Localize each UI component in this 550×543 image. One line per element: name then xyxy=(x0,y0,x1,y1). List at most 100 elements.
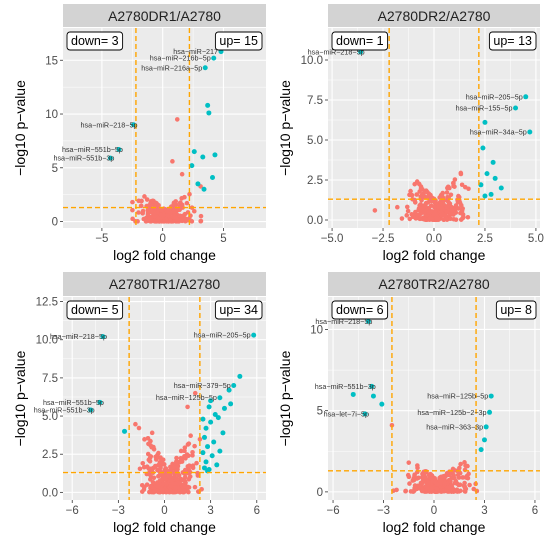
point-significant xyxy=(484,171,490,177)
point-not-significant xyxy=(372,208,378,213)
point-not-significant xyxy=(444,190,450,195)
mirna-label: hsa−miR−218−5p xyxy=(81,120,138,129)
point-not-significant xyxy=(189,219,195,224)
threshold-lines xyxy=(328,297,540,500)
up-count-box xyxy=(214,300,263,320)
point-not-significant xyxy=(174,476,179,481)
data-points xyxy=(88,332,257,495)
down-count-box xyxy=(66,300,124,320)
point-not-significant xyxy=(186,441,192,446)
point-significant-labeled xyxy=(107,155,113,161)
point-not-significant xyxy=(198,213,204,219)
point-not-significant xyxy=(183,456,188,461)
y-tick-label: 12.5 xyxy=(36,297,58,309)
point-not-significant xyxy=(432,204,437,210)
point-significant xyxy=(201,434,207,440)
point-not-significant xyxy=(150,485,155,490)
point-not-significant xyxy=(161,462,167,467)
point-not-significant xyxy=(163,466,168,472)
point-not-significant xyxy=(140,460,146,466)
point-not-significant xyxy=(445,184,451,190)
point-significant-labeled xyxy=(483,424,489,430)
point-not-significant xyxy=(156,462,161,468)
point-significant xyxy=(203,459,209,465)
grid-lines xyxy=(63,28,266,228)
point-not-significant xyxy=(180,205,185,210)
point-not-significant xyxy=(442,481,448,486)
mirna-label: hsa−miR−379−5p xyxy=(174,381,231,390)
point-not-significant xyxy=(165,208,170,214)
point-significant xyxy=(200,154,206,160)
point-significant xyxy=(480,145,486,151)
point-not-significant xyxy=(185,404,190,410)
mirna-label: hsa−miR−216b−5p xyxy=(150,54,211,63)
point-not-significant xyxy=(174,464,180,469)
point-not-significant xyxy=(174,455,179,461)
point-not-significant xyxy=(425,480,431,485)
x-tick-label: 3 xyxy=(481,505,487,517)
point-not-significant xyxy=(456,193,461,199)
point-significant xyxy=(490,159,496,165)
volcano-panel-1: A2780DR1/A2780−5 0 5051015hsa−miR−217hsa−m… xyxy=(12,4,266,263)
point-not-significant xyxy=(453,203,459,208)
point-not-significant xyxy=(408,188,413,194)
point-not-significant xyxy=(190,465,196,471)
point-significant xyxy=(214,462,220,468)
facet-strip xyxy=(63,4,266,27)
point-not-significant xyxy=(130,216,135,222)
point-not-significant xyxy=(460,214,466,220)
point-significant xyxy=(208,398,214,404)
point-not-significant xyxy=(448,479,453,484)
point-significant xyxy=(189,163,195,169)
point-significant xyxy=(195,181,201,187)
point-not-significant xyxy=(147,489,152,495)
x-tick-label: −3 xyxy=(112,505,125,517)
y-axis-title: −log10 p−value xyxy=(277,350,293,446)
threshold-lines xyxy=(328,28,540,228)
mirna-label: hsa−miR−125b−5p xyxy=(156,393,217,402)
point-significant xyxy=(237,373,243,379)
point-significant xyxy=(492,175,498,181)
point-not-significant xyxy=(416,485,421,491)
mirna-label: hsa−miR−125b−5p xyxy=(427,392,488,401)
point-not-significant xyxy=(462,483,467,489)
x-tick-label: 6 xyxy=(254,505,260,517)
point-not-significant xyxy=(179,171,185,177)
point-not-significant xyxy=(462,467,468,473)
point-significant xyxy=(206,404,212,410)
point-significant xyxy=(498,185,504,191)
point-not-significant xyxy=(412,472,417,477)
mirna-label: hsa−miR−217 xyxy=(173,47,218,56)
x-tick-label: 6 xyxy=(532,505,538,517)
point-not-significant xyxy=(404,204,410,210)
point-not-significant xyxy=(458,461,463,467)
facet-title: A2780TR2/A2780 xyxy=(378,276,490,292)
point-not-significant xyxy=(458,171,464,177)
point-not-significant xyxy=(406,474,412,480)
point-not-significant xyxy=(157,478,163,483)
point-not-significant xyxy=(451,216,457,222)
point-significant xyxy=(211,439,217,445)
point-not-significant xyxy=(465,215,471,220)
point-significant-labeled xyxy=(100,334,106,340)
point-not-significant xyxy=(182,484,188,489)
mirna-label: hsa−miR−34a−5p xyxy=(470,128,527,137)
point-not-significant xyxy=(182,467,188,473)
point-not-significant xyxy=(405,208,411,214)
mirna-label: hsa−miR−551b−3p xyxy=(315,382,376,391)
x-tick-label: 5 xyxy=(220,233,226,245)
mirna-label: hsa−let−7i−5p xyxy=(324,409,369,418)
point-not-significant xyxy=(428,471,433,477)
point-not-significant xyxy=(130,199,135,205)
point-not-significant xyxy=(182,194,187,200)
point-not-significant xyxy=(139,198,144,204)
point-not-significant xyxy=(467,482,472,488)
facet-strip xyxy=(328,4,540,27)
point-not-significant xyxy=(171,481,177,486)
point-not-significant xyxy=(144,197,150,202)
point-significant xyxy=(221,405,227,411)
point-not-significant xyxy=(174,117,180,122)
point-not-significant xyxy=(440,488,446,494)
x-tick-label: 0 xyxy=(159,233,165,245)
